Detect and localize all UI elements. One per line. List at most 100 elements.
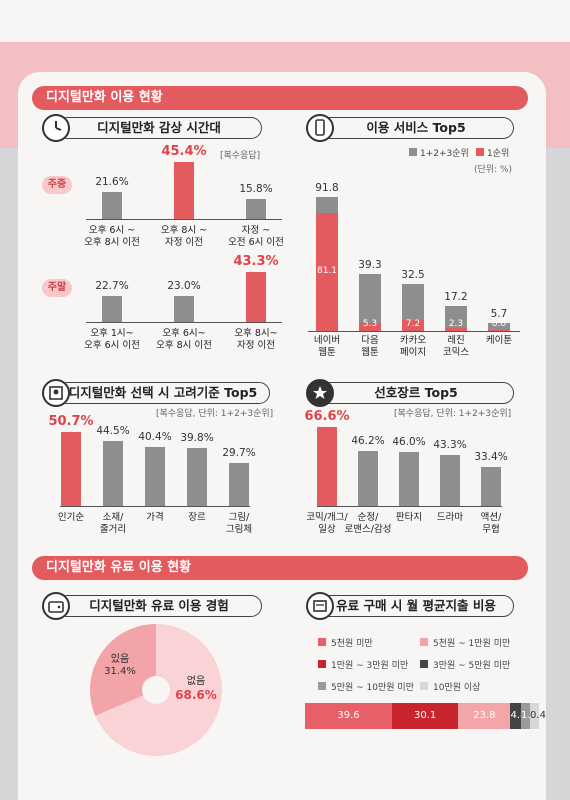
section-banner-usage: 디지털만화 이용 현황 (32, 86, 528, 110)
spend-legend-swatch (318, 660, 326, 668)
service-total-label: 17.2 (444, 290, 468, 303)
service-total-bar (359, 273, 381, 331)
genre-baseline (316, 506, 502, 507)
service-total-label: 5.7 (490, 307, 508, 320)
service-category-label: 카카오 페이지 (399, 335, 427, 358)
genre-category-label: 코믹/개그/ 일상 (306, 512, 348, 535)
criteria-value-label: 50.7% (48, 414, 94, 430)
criteria-value-label: 40.4% (138, 431, 172, 444)
service-first-bar (445, 327, 467, 331)
pie-center-hole (142, 676, 170, 704)
service-first-label: 5.3 (362, 319, 378, 329)
weekend-tag: 주말 (42, 279, 72, 297)
genre-category-label: 순정/ 로맨스/감성 (344, 512, 392, 535)
genre-category-label: 판타지 (395, 512, 423, 523)
legend-first-swatch (476, 148, 484, 156)
services-chart-title: 이용 서비스 Top5 (318, 117, 514, 139)
weekend-value-label: 22.7% (95, 279, 129, 292)
pie-label-no: 없음 (186, 676, 206, 687)
genres-chart-note: [복수응답, 단위: 1+2+3순위] (394, 409, 512, 419)
services-baseline (308, 331, 520, 332)
spend-segment (510, 703, 522, 729)
service-first-bar (488, 329, 510, 331)
spend-legend-swatch (318, 682, 326, 690)
weekend-category-label: 오후 8시~ 자정 이전 (234, 328, 278, 351)
weekday-bar (102, 192, 122, 219)
service-total-bar (488, 322, 510, 331)
spend-legend-swatch (318, 638, 326, 646)
weekday-category-label: 자정 ~ 오전 6시 이전 (228, 225, 284, 248)
time-chart-note: [복수응답] (220, 151, 261, 161)
pie-value-no: 68.6% (175, 688, 217, 702)
genre-bar (399, 451, 419, 506)
genres-chart-title: 선호장르 Top5 (318, 382, 514, 404)
spend-legend-label: 5천원 ~ 1만원 미만 (433, 639, 511, 649)
criteria-category-label: 소재/ 줄거리 (99, 512, 127, 535)
comic-book-icon (42, 379, 70, 407)
criteria-bar (103, 441, 123, 506)
service-first-bar (316, 212, 338, 331)
criteria-baseline (60, 506, 250, 507)
section-banner-paid: 디지털만화 유료 이용 현황 (32, 556, 528, 580)
spend-legend-label: 5만원 ~ 10만원 미만 (331, 683, 414, 693)
wallet-icon (42, 592, 70, 620)
weekend-value-label: 43.3% (233, 254, 279, 270)
paid-experience-title: 디지털만화 유료 이용 경험 (56, 595, 262, 617)
spend-segment (530, 703, 540, 729)
service-first-label: 81.1 (316, 265, 338, 276)
spend-segment-label: 1.4 (521, 710, 537, 721)
legend-total-label: 1+2+3순위 (420, 149, 469, 159)
service-total-label: 91.8 (315, 181, 339, 194)
service-category-label: 다음 웹툰 (361, 335, 379, 358)
criteria-value-label: 29.7% (222, 446, 256, 459)
monthly-spend-title: 유료 구매 시 월 평균지출 비용 (318, 595, 514, 617)
pie-value-yes: 31.4% (104, 666, 136, 677)
criteria-chart-title: 디지털만화 선택 시 고려기준 Top5 (56, 382, 270, 404)
time-chart-title: 디지털만화 감상 시간대 (56, 117, 262, 139)
weekend-bar (102, 295, 122, 322)
genre-bar (440, 454, 460, 506)
weekday-bar (174, 162, 194, 219)
criteria-bar (61, 432, 81, 506)
spend-legend-swatch (420, 682, 428, 690)
weekend-value-label: 23.0% (167, 279, 201, 292)
spend-segment-label: 39.6 (337, 710, 360, 721)
criteria-value-label: 39.8% (180, 432, 214, 445)
genre-bar (317, 427, 337, 506)
genre-value-label: 66.6% (304, 409, 350, 425)
weekday-tag: 주중 (42, 176, 72, 194)
genre-value-label: 46.0% (392, 435, 426, 448)
spend-segment-label: 0.4 (530, 710, 546, 721)
genre-category-label: 드라마 (436, 512, 464, 523)
weekday-value-label: 45.4% (161, 144, 207, 160)
weekday-category-label: 오후 8시 ~ 자정 이전 (160, 225, 208, 248)
service-first-label: 2.3 (448, 319, 464, 329)
service-total-bar (402, 283, 424, 331)
criteria-category-label: 그림/ 그림체 (225, 512, 253, 535)
criteria-category-label: 장르 (188, 512, 206, 523)
genre-value-label: 43.3% (433, 438, 467, 451)
criteria-bar (229, 462, 249, 506)
spend-segment-label: 4.8 (510, 710, 527, 721)
spend-segment (521, 703, 531, 729)
pie-label-yes: 있음 (110, 654, 130, 665)
service-category-label: 케이툰 (485, 335, 513, 346)
genre-bar (358, 451, 378, 506)
spend-legend-label: 10만원 이상 (433, 683, 481, 693)
section-title-usage: 디지털만화 이용 현황 (46, 90, 163, 105)
weekend-category-label: 오후 6시~ 오후 8시 이전 (156, 328, 212, 351)
criteria-category-label: 가격 (146, 512, 164, 523)
spend-segment-label: 23.8 (473, 710, 496, 721)
weekend-baseline (86, 322, 282, 323)
service-first-label: 0.8 (491, 319, 507, 329)
legend-first-label: 1순위 (487, 149, 510, 159)
weekday-value-label: 21.6% (95, 176, 129, 188)
criteria-chart-note: [복수응답, 단위: 1+2+3순위] (156, 409, 274, 419)
criteria-value-label: 44.5% (96, 425, 130, 438)
spend-legend-label: 3만원 ~ 5만원 미만 (433, 661, 511, 671)
services-unit-note: (단위: %) (474, 165, 513, 175)
spend-segment (392, 703, 459, 729)
clock-icon (42, 114, 70, 142)
service-category-label: 레진 코믹스 (442, 335, 470, 358)
criteria-bar (187, 448, 207, 506)
